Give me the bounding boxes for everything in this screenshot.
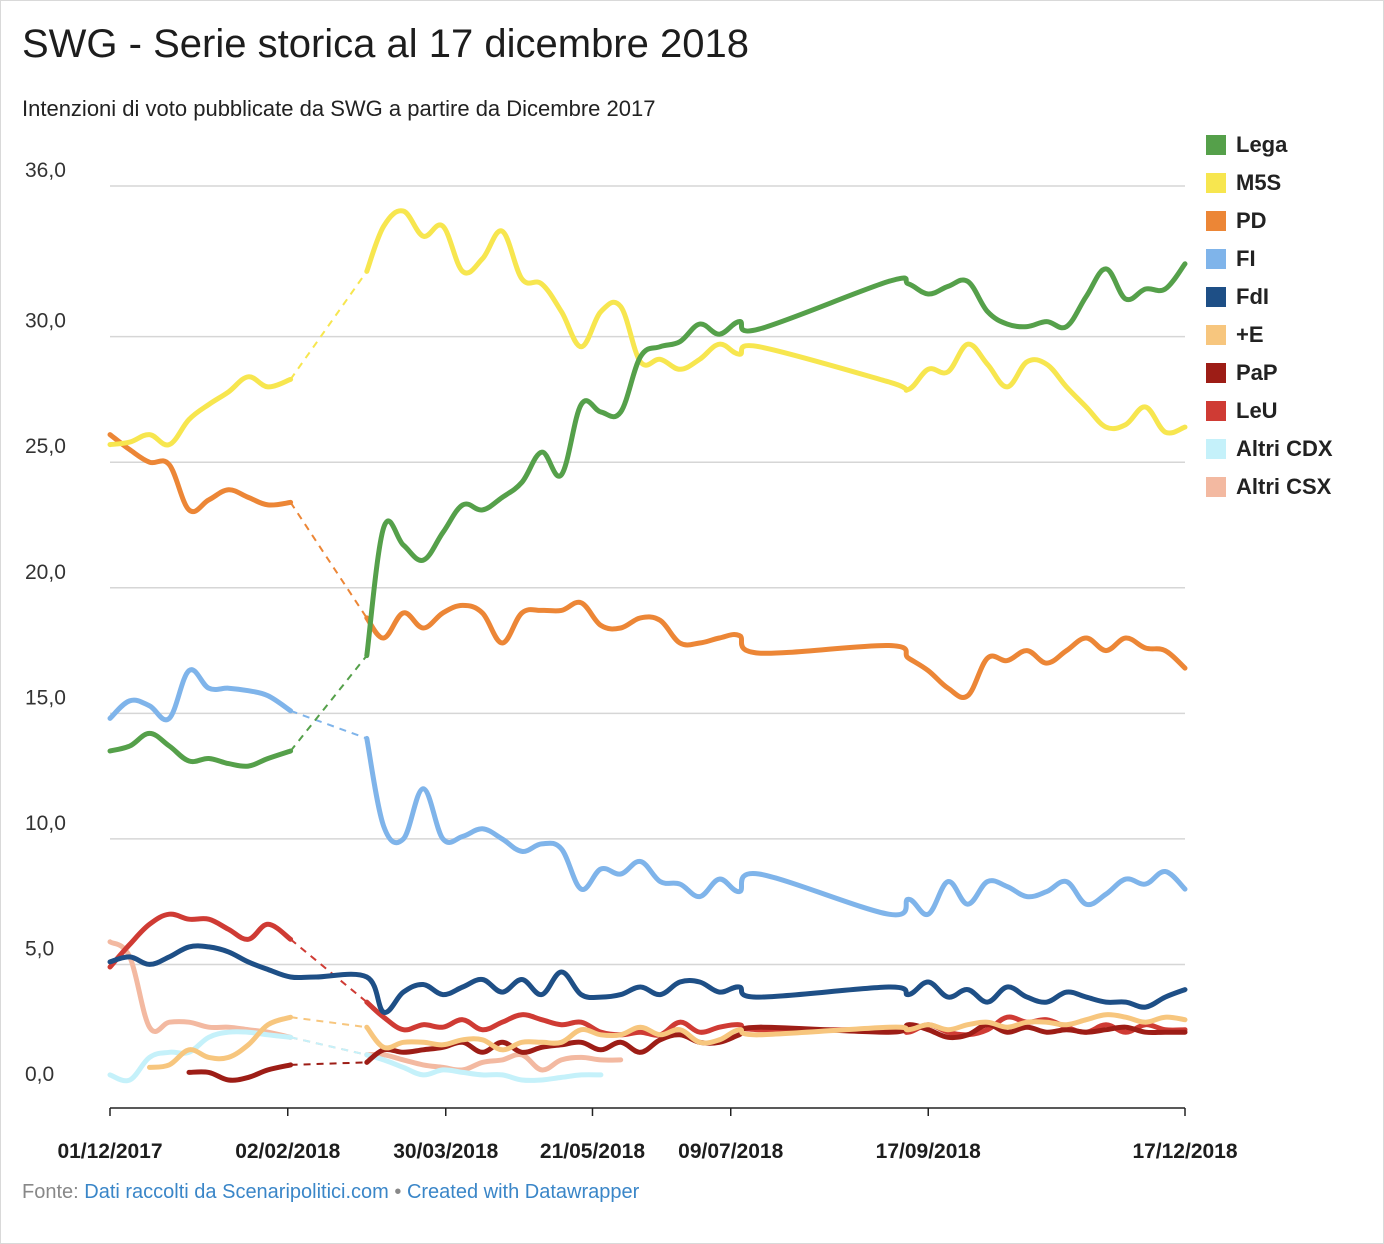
series-line: [107, 911, 294, 970]
series-fdi: [107, 943, 1188, 1015]
legend-swatch: [1206, 477, 1226, 497]
series-leu: [107, 911, 1188, 1038]
x-tick-label: 21/05/2018: [540, 1140, 645, 1163]
series-line: [364, 1052, 604, 1084]
legend-swatch: [1206, 363, 1226, 383]
y-tick-label: 25,0: [25, 435, 66, 458]
series-line: [364, 261, 1188, 659]
legend-label: FI: [1236, 246, 1256, 271]
footer-separator: •: [388, 1181, 407, 1203]
legend-swatch: [1206, 401, 1226, 421]
legend-label: LeU: [1236, 398, 1278, 423]
series-fi: [107, 667, 1188, 918]
legend-item: FI: [1206, 240, 1333, 278]
legend-swatch: [1206, 249, 1226, 269]
legend-item: LeU: [1206, 392, 1333, 430]
series--e: [147, 1012, 1188, 1070]
series-line: [107, 943, 1188, 1015]
series-line: [107, 432, 294, 515]
legend-swatch: [1206, 287, 1226, 307]
series-gap-connector: [289, 501, 368, 619]
legend-swatch: [1206, 211, 1226, 231]
series-line: [364, 1022, 1188, 1065]
chart-subtitle: Intenzioni di voto pubblicate da SWG a p…: [22, 96, 656, 121]
legend-label: +E: [1236, 322, 1264, 347]
series-line: [364, 735, 1188, 918]
legend-item: FdI: [1206, 278, 1333, 316]
footer: Fonte: Dati raccolti da Scenaripolitici.…: [22, 1181, 639, 1204]
legend-swatch: [1206, 173, 1226, 193]
legend-item: Altri CSX: [1206, 468, 1333, 506]
x-tick-label: 09/07/2018: [678, 1140, 783, 1163]
legend-swatch: [1206, 325, 1226, 345]
series-line: [107, 939, 294, 1040]
legend-item: +E: [1206, 316, 1333, 354]
y-tick-label: 36,0: [25, 159, 66, 182]
x-tick-label: 17/12/2018: [1132, 1140, 1237, 1163]
series-pd: [107, 432, 1188, 701]
legend-item: Altri CDX: [1206, 430, 1333, 468]
series-gap-connector: [289, 270, 368, 380]
series-m5s: [107, 208, 1188, 448]
y-tick-label: 0,0: [25, 1063, 54, 1086]
legend-label: Altri CDX: [1236, 436, 1333, 461]
series-line: [107, 374, 294, 448]
y-tick-label: 15,0: [25, 686, 66, 709]
legend-item: Lega: [1206, 126, 1333, 164]
legend-swatch: [1206, 439, 1226, 459]
y-tick-label: 5,0: [25, 937, 54, 960]
series-lega: [107, 261, 1188, 769]
footer-prefix: Fonte:: [22, 1181, 85, 1203]
y-tick-label: 30,0: [25, 310, 66, 333]
series-line: [186, 1062, 294, 1083]
legend: Lega M5S PD FI FdI +E PaP LeU Altri CDX Altri CSX: [1206, 126, 1333, 506]
datawrapper-link[interactable]: Created with Datawrapper: [406, 1181, 640, 1203]
x-tick-label: 02/02/2018: [235, 1140, 340, 1163]
legend-swatch: [1206, 135, 1226, 155]
chart-title: SWG - Serie storica al 17 dicembre 2018: [22, 22, 749, 66]
series-gap-connector: [289, 654, 368, 752]
y-tick-label: 20,0: [25, 561, 66, 584]
legend-item: M5S: [1206, 164, 1333, 202]
series-gap-connector: [289, 938, 368, 1003]
legend-label: PaP: [1236, 360, 1278, 385]
series-pap: [186, 1022, 1188, 1083]
series-line: [364, 1051, 624, 1073]
series-gap-connector: [290, 1061, 367, 1066]
y-tick-label: 10,0: [25, 812, 66, 835]
series-gap-connector: [290, 1036, 367, 1056]
x-tick-label: 01/12/2017: [57, 1140, 162, 1163]
legend-label: Altri CSX: [1236, 474, 1332, 499]
legend-label: M5S: [1236, 170, 1282, 195]
legend-label: PD: [1236, 208, 1267, 233]
series-line: [364, 1012, 1188, 1053]
series-gap-connector: [290, 709, 368, 740]
series-line: [107, 667, 294, 723]
legend-label: FdI: [1236, 284, 1269, 309]
series-line: [364, 599, 1188, 701]
source-link[interactable]: Dati raccolti da Scenaripolitici.com: [84, 1181, 389, 1203]
legend-item: PaP: [1206, 354, 1333, 392]
legend-label: Lega: [1236, 132, 1288, 157]
x-tick-label: 30/03/2018: [393, 1140, 498, 1163]
x-tick-label: 17/09/2018: [876, 1140, 981, 1163]
series-line: [107, 730, 294, 769]
series-gap-connector: [290, 1016, 367, 1029]
series-line: [364, 208, 1188, 436]
legend-item: PD: [1206, 202, 1333, 240]
series-line: [147, 1014, 294, 1070]
